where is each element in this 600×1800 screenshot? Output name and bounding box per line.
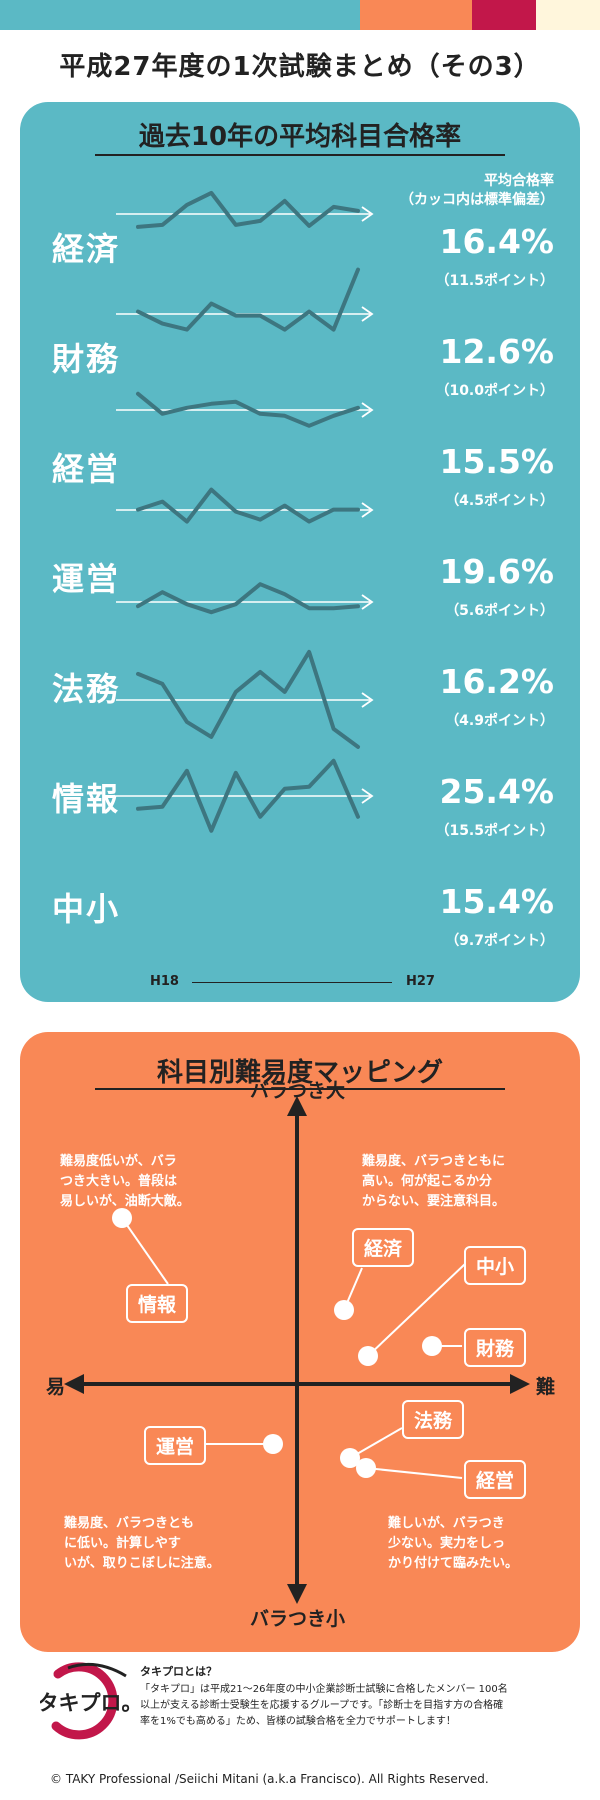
series-line-keizai xyxy=(136,190,360,229)
point-chusho xyxy=(358,1346,378,1366)
avg-header: 平均合格率 （カッコ内は標準偏差） xyxy=(400,172,554,210)
top-bar-teal xyxy=(0,0,360,30)
series-line-chusho xyxy=(136,758,360,833)
subject-label-keizai: 経済 xyxy=(52,230,121,268)
map-panel-title-rule xyxy=(95,1088,505,1090)
point-keizai xyxy=(334,1300,354,1320)
note-bl-line2: に低い。計算しやす xyxy=(64,1536,181,1551)
note-bottom-right: 難しいが、バラつき 少ない。実力をしっ かり付けて臨みたい。 xyxy=(388,1514,518,1574)
avg-header-line1: 平均合格率 xyxy=(484,173,554,189)
axis-end-label: H27 xyxy=(406,974,435,989)
footer-line3: 率を1%でも高める」ため、皆様の試験合格を全力でサポートします！ xyxy=(140,1716,456,1727)
top-bar-red xyxy=(472,0,536,30)
footer-line1: 「タキプロ」は平成21〜26年度の中小企業診断士試験に合格したメンバー 100名 xyxy=(140,1684,508,1695)
connector-chusho xyxy=(367,1263,466,1357)
stdev-value-keiei: （4.5ポイント） xyxy=(445,493,554,509)
mapping-canvas xyxy=(64,1096,530,1604)
subject-label-unei: 運営 xyxy=(52,560,121,598)
note-bl-line1: 難易度、バラつきとも xyxy=(64,1516,195,1531)
logo-text: タキプロ。 xyxy=(40,1691,143,1715)
avg-panel-title: 過去10年の平均科目合格率 xyxy=(138,122,462,152)
average-value-keiei: 15.5% xyxy=(439,442,555,481)
series-line-zaimu xyxy=(136,267,360,332)
point-keiei xyxy=(356,1458,376,1478)
page-title: 平成27年度の1次試験まとめ（その3） xyxy=(59,52,541,82)
subject-label-houmu: 法務 xyxy=(52,670,121,708)
stdev-value-houmu: （4.9ポイント） xyxy=(445,713,554,729)
axis-left-label: 易 xyxy=(46,1376,66,1398)
note-tl-line1: 難易度低いが、バラ xyxy=(60,1154,177,1169)
stdev-value-chusho: （9.7ポイント） xyxy=(445,933,554,949)
series-line-houmu xyxy=(136,582,360,615)
average-value-zaimu: 12.6% xyxy=(439,332,555,371)
series-line-jouhou xyxy=(136,649,360,749)
average-value-keizai: 16.4% xyxy=(439,222,555,261)
arrowhead-houmu xyxy=(361,594,374,610)
stdev-value-unei: （5.6ポイント） xyxy=(445,603,554,619)
note-tr-line1: 難易度、バラつきともに xyxy=(362,1154,506,1169)
note-br-line3: かり付けて臨みたい。 xyxy=(388,1556,519,1571)
note-tr-line2: 高い。何が起こるか分 xyxy=(362,1174,493,1189)
label-houmu: 法務 xyxy=(402,1400,465,1439)
copyright: © TAKY Professional /Seiichi Mitani (a.k… xyxy=(50,1772,489,1786)
note-tl-line2: つき大きい。普段は xyxy=(60,1174,178,1189)
stdev-value-keizai: （11.5ポイント） xyxy=(435,273,554,289)
arrowhead-zaimu xyxy=(361,306,374,322)
note-bl-line3: いが、取りこぼしに注意。 xyxy=(64,1556,220,1571)
top-bar-orange xyxy=(360,0,472,30)
note-bottom-left: 難易度、バラつきとも に低い。計算しやす いが、取りこぼしに注意。 xyxy=(64,1514,220,1574)
arrowhead-unei xyxy=(361,502,374,518)
average-pass-rate-panel: 過去10年の平均科目合格率 平均合格率 （カッコ内は標準偏差） 経済 16.4%… xyxy=(20,102,580,1002)
average-value-unei: 19.6% xyxy=(439,552,555,591)
avg-panel-title-rule xyxy=(95,154,505,156)
series-line-keiei xyxy=(136,391,360,428)
point-unei xyxy=(263,1434,283,1454)
avg-header-line2: （カッコ内は標準偏差） xyxy=(400,192,554,208)
label-zaimu: 財務 xyxy=(464,1328,527,1367)
connector-keiei xyxy=(365,1467,463,1479)
axis-start-label: H18 xyxy=(150,974,179,989)
label-jouhou: 情報 xyxy=(126,1284,189,1323)
difficulty-mapping-panel: 科目別難易度マッピング バラつき大 バラつき小 易 難 難易度低いが、バラ つき… xyxy=(20,1032,580,1652)
map-panel-title: 科目別難易度マッピング xyxy=(156,1058,443,1088)
stdev-value-jouhou: （15.5ポイント） xyxy=(435,823,554,839)
subject-label-zaimu: 財務 xyxy=(52,340,121,378)
note-top-right: 難易度、バラつきともに 高い。何が起こるか分 からない、要注意科目。 xyxy=(362,1152,505,1212)
subject-label-keiei: 経営 xyxy=(52,450,121,488)
axis-top-label: バラつき大 xyxy=(250,1080,346,1102)
arrowhead-keiei xyxy=(361,402,374,418)
footer-heading: タキプロとは？ xyxy=(140,1665,217,1678)
note-br-line1: 難しいが、バラつき xyxy=(388,1516,505,1531)
footer-line2: 以上が支える診断士受験生を応援するグループです。「診断士を目指す方の合格確 xyxy=(140,1700,504,1711)
note-top-left: 難易度低いが、バラ つき大きい。普段は 易しいが、油断大敵。 xyxy=(60,1152,190,1212)
pass-rate-line-chart xyxy=(116,190,374,833)
label-keiei: 経営 xyxy=(464,1460,527,1499)
note-tr-line3: からない、要注意科目。 xyxy=(362,1194,506,1209)
point-jouhou xyxy=(112,1208,132,1228)
connector-jouhou xyxy=(121,1217,169,1285)
top-bar-cream xyxy=(536,0,600,30)
takipro-logo: タキプロ。 xyxy=(40,1662,143,1740)
subject-label-jouhou: 情報 xyxy=(52,780,121,818)
stdev-value-zaimu: （10.0ポイント） xyxy=(435,383,554,399)
label-unei: 運営 xyxy=(144,1426,207,1465)
series-line-unei xyxy=(136,487,360,524)
label-keizai: 経済 xyxy=(352,1228,415,1267)
axis-period-line xyxy=(192,982,392,983)
axis-right-label: 難 xyxy=(536,1376,556,1398)
note-tl-line3: 易しいが、油断大敵。 xyxy=(60,1194,190,1209)
arrowhead-keizai xyxy=(361,206,374,222)
point-zaimu xyxy=(422,1336,442,1356)
arrowhead-chusho xyxy=(361,788,374,804)
axis-bottom-label: バラつき小 xyxy=(250,1608,346,1630)
arrowhead-jouhou xyxy=(361,692,374,708)
point-houmu xyxy=(340,1448,360,1468)
average-value-houmu: 16.2% xyxy=(439,662,555,701)
subject-label-chusho: 中小 xyxy=(52,890,121,928)
label-chusho: 中小 xyxy=(464,1246,527,1285)
average-value-chusho: 15.4% xyxy=(439,882,555,921)
note-br-line2: 少ない。実力をしっ xyxy=(388,1536,506,1551)
average-value-jouhou: 25.4% xyxy=(439,772,555,811)
